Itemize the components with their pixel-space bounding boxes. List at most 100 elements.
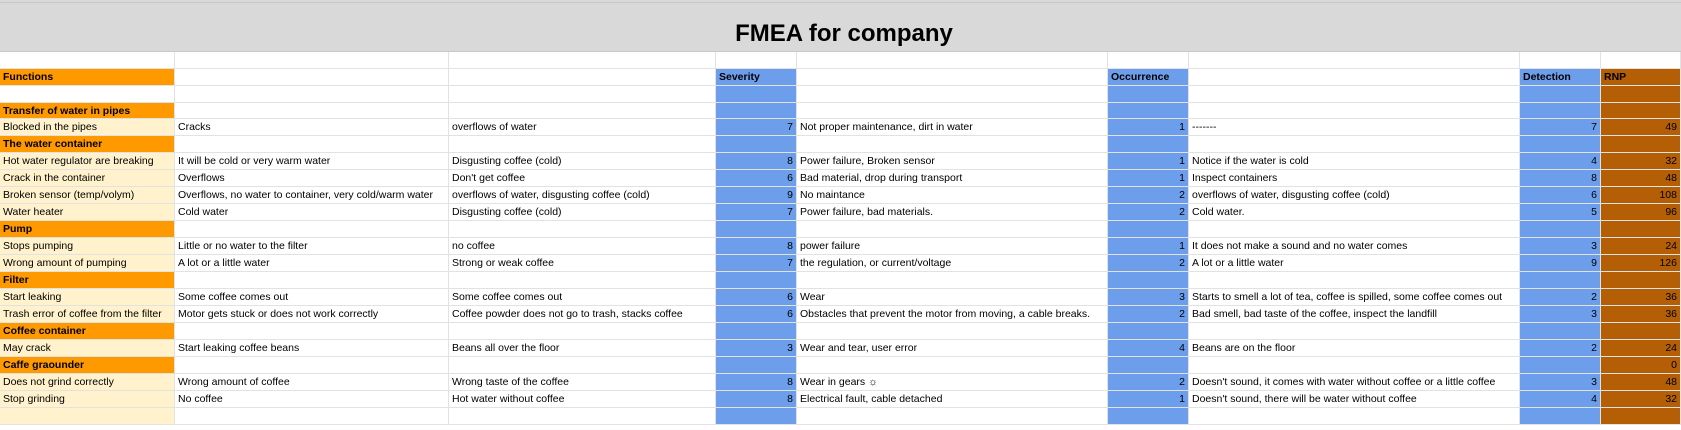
cell[interactable] <box>1108 52 1189 69</box>
section-heading[interactable]: Coffee container <box>0 323 175 340</box>
header-detection[interactable]: Detection <box>1520 69 1601 86</box>
header-functions[interactable]: Functions <box>0 69 175 86</box>
cell[interactable] <box>716 86 797 103</box>
severity-cell[interactable]: 7 <box>716 255 797 272</box>
effect-cell[interactable]: no coffee <box>449 238 716 255</box>
cell[interactable] <box>797 86 1108 103</box>
failure-mode-cell[interactable]: No coffee <box>175 391 449 408</box>
cell[interactable] <box>449 103 716 119</box>
rnp-cell[interactable]: 108 <box>1601 187 1681 204</box>
function-cell[interactable]: Start leaking <box>0 289 175 306</box>
cell[interactable] <box>1108 408 1189 425</box>
function-cell[interactable]: Water heater <box>0 204 175 221</box>
occurrence-cell[interactable]: 1 <box>1108 170 1189 187</box>
detection-cell[interactable]: 4 <box>1520 391 1601 408</box>
control-cell[interactable]: Beans are on the floor <box>1189 340 1520 357</box>
effect-cell[interactable]: Hot water without coffee <box>449 391 716 408</box>
severity-cell[interactable]: 6 <box>716 306 797 323</box>
cell[interactable] <box>449 357 716 374</box>
control-cell[interactable]: Bad smell, bad taste of the coffee, insp… <box>1189 306 1520 323</box>
function-cell[interactable]: Blocked in the pipes <box>0 119 175 136</box>
cell[interactable] <box>175 221 449 238</box>
cell[interactable] <box>1189 357 1520 374</box>
cause-cell[interactable]: Power failure, bad materials. <box>797 204 1108 221</box>
cell[interactable] <box>175 103 449 119</box>
sheet-title[interactable]: FMEA for company <box>0 3 1681 52</box>
detection-cell[interactable]: 3 <box>1520 374 1601 391</box>
occurrence-cell[interactable]: 2 <box>1108 306 1189 323</box>
failure-mode-cell[interactable]: Motor gets stuck or does not work correc… <box>175 306 449 323</box>
cell[interactable] <box>1520 221 1601 238</box>
severity-cell[interactable]: 7 <box>716 119 797 136</box>
cell[interactable] <box>797 272 1108 289</box>
effect-cell[interactable]: overflows of water <box>449 119 716 136</box>
function-cell[interactable]: Stop grinding <box>0 391 175 408</box>
cell[interactable] <box>1520 103 1601 119</box>
effect-cell[interactable]: Strong or weak coffee <box>449 255 716 272</box>
cell[interactable] <box>716 103 797 119</box>
severity-cell[interactable]: 8 <box>716 153 797 170</box>
cell[interactable] <box>797 52 1108 69</box>
effect-cell[interactable]: overflows of water, disgusting coffee (c… <box>449 187 716 204</box>
cell[interactable] <box>1601 103 1681 119</box>
control-cell[interactable]: Cold water. <box>1189 204 1520 221</box>
detection-cell[interactable]: 6 <box>1520 187 1601 204</box>
failure-mode-cell[interactable]: Cold water <box>175 204 449 221</box>
failure-mode-cell[interactable]: Some coffee comes out <box>175 289 449 306</box>
rnp-cell[interactable]: 96 <box>1601 204 1681 221</box>
cell[interactable] <box>1520 408 1601 425</box>
cell[interactable] <box>1108 86 1189 103</box>
cell[interactable] <box>797 323 1108 340</box>
control-cell[interactable]: Inspect containers <box>1189 170 1520 187</box>
cause-cell[interactable]: Not proper maintenance, dirt in water <box>797 119 1108 136</box>
cell[interactable] <box>0 408 175 425</box>
detection-cell[interactable]: 9 <box>1520 255 1601 272</box>
cell[interactable] <box>1189 408 1520 425</box>
effect-cell[interactable]: Wrong taste of the coffee <box>449 374 716 391</box>
section-heading[interactable]: Filter <box>0 272 175 289</box>
cell[interactable] <box>449 69 716 86</box>
rnp-cell[interactable]: 36 <box>1601 289 1681 306</box>
function-cell[interactable]: Stops pumping <box>0 238 175 255</box>
cell[interactable] <box>1189 221 1520 238</box>
cell[interactable] <box>449 52 716 69</box>
cell[interactable] <box>1189 136 1520 153</box>
occurrence-cell[interactable]: 1 <box>1108 153 1189 170</box>
cell[interactable] <box>1520 86 1601 103</box>
failure-mode-cell[interactable]: Wrong amount of coffee <box>175 374 449 391</box>
function-cell[interactable]: May crack <box>0 340 175 357</box>
effect-cell[interactable]: Don't get coffee <box>449 170 716 187</box>
cell[interactable] <box>1601 52 1681 69</box>
occurrence-cell[interactable]: 1 <box>1108 391 1189 408</box>
severity-cell[interactable]: 8 <box>716 374 797 391</box>
cell[interactable] <box>797 357 1108 374</box>
cell[interactable] <box>797 136 1108 153</box>
function-cell[interactable]: Hot water regulator are breaking <box>0 153 175 170</box>
rnp-cell[interactable]: 24 <box>1601 340 1681 357</box>
header-occurrence[interactable]: Occurrence <box>1108 69 1189 86</box>
rnp-cell[interactable]: 0 <box>1601 357 1681 374</box>
cell[interactable] <box>1189 323 1520 340</box>
cell[interactable] <box>449 272 716 289</box>
cell[interactable] <box>449 86 716 103</box>
detection-cell[interactable]: 7 <box>1520 119 1601 136</box>
occurrence-cell[interactable]: 1 <box>1108 238 1189 255</box>
effect-cell[interactable]: Beans all over the floor <box>449 340 716 357</box>
rnp-cell[interactable]: 32 <box>1601 391 1681 408</box>
severity-cell[interactable]: 6 <box>716 170 797 187</box>
cell[interactable] <box>1189 103 1520 119</box>
control-cell[interactable]: ------- <box>1189 119 1520 136</box>
cell[interactable] <box>449 323 716 340</box>
control-cell[interactable]: It does not make a sound and no water co… <box>1189 238 1520 255</box>
detection-cell[interactable]: 4 <box>1520 153 1601 170</box>
cell[interactable] <box>1601 221 1681 238</box>
control-cell[interactable]: A lot or a little water <box>1189 255 1520 272</box>
cell[interactable] <box>175 408 449 425</box>
cell[interactable] <box>175 272 449 289</box>
cause-cell[interactable]: Wear <box>797 289 1108 306</box>
header-severity[interactable]: Severity <box>716 69 797 86</box>
cell[interactable] <box>716 136 797 153</box>
control-cell[interactable]: Doesn't sound, it comes with water witho… <box>1189 374 1520 391</box>
cell[interactable] <box>1520 323 1601 340</box>
occurrence-cell[interactable]: 2 <box>1108 255 1189 272</box>
